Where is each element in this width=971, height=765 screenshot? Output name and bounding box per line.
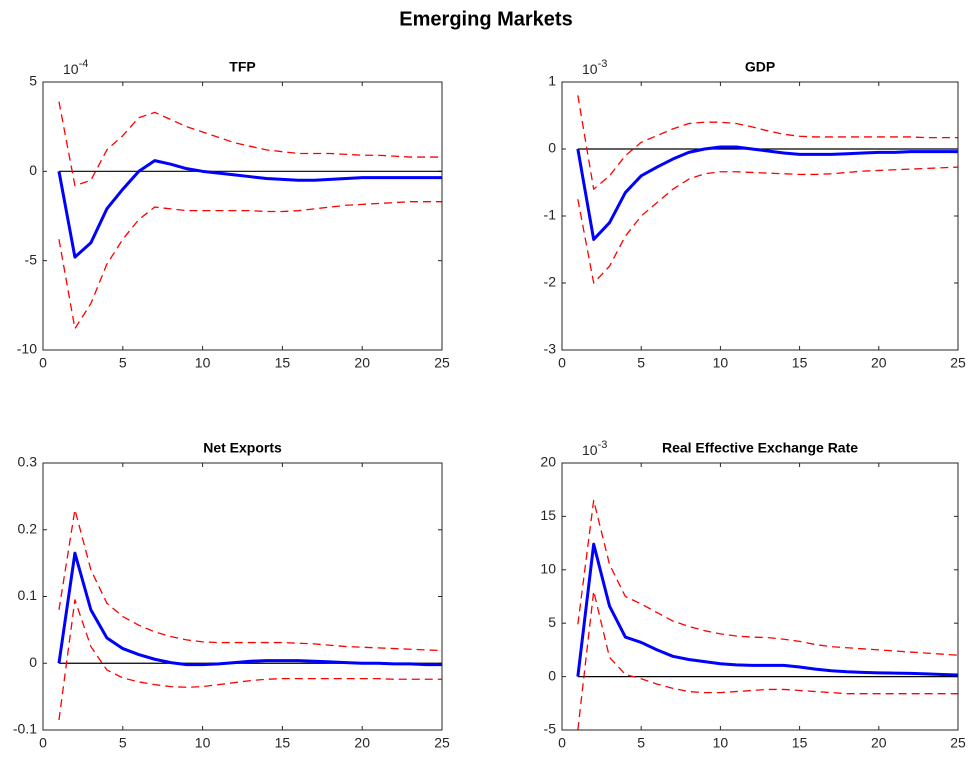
x-tick-label: 20 <box>871 355 887 371</box>
x-tick-label: 5 <box>637 355 645 371</box>
y-tick-label: -1 <box>544 207 557 223</box>
x-tick-label: 25 <box>950 735 966 751</box>
y-tick-label: 0 <box>548 667 556 683</box>
x-tick-label: 15 <box>792 355 808 371</box>
x-tick-label: 10 <box>195 735 211 751</box>
median-line <box>57 551 442 667</box>
axes-box <box>42 81 443 351</box>
y-tick-label: 0.3 <box>18 454 38 470</box>
x-tick-label: 5 <box>119 735 127 751</box>
exponent-base: 10 <box>582 61 598 77</box>
x-tick-label: 10 <box>713 735 729 751</box>
y-tick-label: -10 <box>17 341 37 357</box>
y-tick-label: 1 <box>548 73 556 89</box>
y-tick-label: -3 <box>544 341 557 357</box>
median-line <box>576 145 958 241</box>
plot-area <box>57 509 442 721</box>
x-tick-label: 25 <box>950 355 966 371</box>
y-tick-label: 0 <box>548 140 556 156</box>
band-line <box>577 590 958 731</box>
x-tick-label: 20 <box>871 735 887 751</box>
axes-box <box>42 462 443 731</box>
subplot-title: TFP <box>229 59 255 75</box>
x-tick-label: 25 <box>434 355 450 371</box>
exponent-base: 10 <box>582 442 598 458</box>
plot-area <box>576 95 958 284</box>
x-tick-label: 5 <box>637 735 645 751</box>
y-tick-label: 0.1 <box>18 587 38 603</box>
band-line <box>577 499 958 656</box>
x-tick-label: 0 <box>558 355 566 371</box>
x-tick-label: 20 <box>354 355 370 371</box>
x-tick-label: 5 <box>119 355 127 371</box>
axis-exponent: 10-3 <box>582 439 607 458</box>
exponent-base: 10 <box>63 61 79 77</box>
band-line <box>58 201 442 330</box>
y-tick-label: -0.1 <box>13 721 37 737</box>
band-line <box>58 509 442 652</box>
x-tick-label: 0 <box>558 735 566 751</box>
subplot-title: Real Effective Exchange Rate <box>662 440 858 456</box>
band-line <box>58 101 442 187</box>
x-tick-label: 25 <box>434 735 450 751</box>
x-tick-label: 0 <box>39 735 47 751</box>
y-tick-label: 0.2 <box>18 520 38 536</box>
band-line <box>577 95 958 190</box>
y-tick-label: 5 <box>29 73 37 89</box>
x-tick-label: 20 <box>354 735 370 751</box>
median-line <box>576 542 958 677</box>
axis-exponent: 10-4 <box>63 58 88 77</box>
exponent-power: -4 <box>79 58 89 70</box>
plot-area <box>57 101 442 330</box>
y-tick-label: 10 <box>540 561 556 577</box>
subplot-title: GDP <box>745 59 775 75</box>
axes-box <box>561 81 959 351</box>
y-tick-label: 20 <box>540 454 556 470</box>
y-tick-label: -2 <box>544 274 557 290</box>
y-tick-label: -5 <box>544 721 557 737</box>
x-tick-label: 15 <box>275 355 291 371</box>
exponent-power: -3 <box>598 58 608 70</box>
axes-box <box>561 462 959 731</box>
x-tick-label: 10 <box>713 355 729 371</box>
y-tick-label: -5 <box>25 251 38 267</box>
x-tick-label: 0 <box>39 355 47 371</box>
x-tick-label: 10 <box>195 355 211 371</box>
y-tick-label: 15 <box>540 507 556 523</box>
axis-exponent: 10-3 <box>582 58 607 77</box>
median-line <box>57 159 442 259</box>
y-tick-label: 0 <box>29 162 37 178</box>
subplot-title: Net Exports <box>203 440 282 456</box>
y-tick-label: 5 <box>548 614 556 630</box>
x-tick-label: 15 <box>275 735 291 751</box>
x-tick-label: 15 <box>792 735 808 751</box>
exponent-power: -3 <box>598 439 608 451</box>
band-line <box>58 599 442 721</box>
y-tick-label: 0 <box>29 654 37 670</box>
plot-area <box>576 499 958 731</box>
figure-title: Emerging Markets <box>399 8 572 30</box>
band-line <box>577 166 958 284</box>
